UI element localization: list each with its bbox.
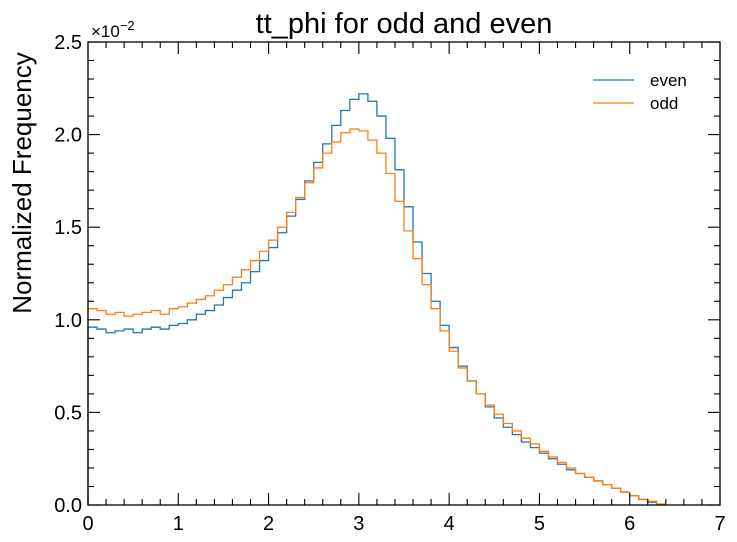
legend-label-even: even <box>650 71 687 90</box>
y-tick-label: 2.0 <box>54 125 82 147</box>
x-tick-label: 3 <box>353 513 364 535</box>
y-axis-label: Normalized Frequency <box>7 52 37 314</box>
y-tick-label: 2.5 <box>54 32 82 54</box>
x-tick-label: 1 <box>173 513 184 535</box>
plot-frame <box>87 41 721 506</box>
y-axis-tick-labels: 0.0 0.5 1.0 1.5 2.0 2.5 <box>54 32 82 517</box>
y-tick-label: 1.0 <box>54 310 82 332</box>
y-tick-label: 0.0 <box>54 495 82 517</box>
legend-label-odd: odd <box>650 94 678 113</box>
x-tick-label: 5 <box>534 513 545 535</box>
series-line-even <box>87 93 666 506</box>
plot-area <box>87 93 666 506</box>
x-tick-label: 0 <box>82 513 93 535</box>
y-offset-base: ×10 <box>91 22 120 41</box>
legend: even odd <box>593 71 687 113</box>
series-line-odd <box>87 128 666 505</box>
y-offset-text: ×10−2 <box>91 18 135 41</box>
x-tick-label: 2 <box>263 513 274 535</box>
y-tick-label: 0.5 <box>54 402 82 424</box>
x-tick-label: 4 <box>444 513 455 535</box>
x-axis-ticks <box>87 42 721 505</box>
y-offset-exponent: −2 <box>120 18 135 33</box>
chart-title: tt_phi for odd and even <box>256 8 553 40</box>
y-axis-ticks <box>88 41 720 506</box>
x-axis-tick-labels: 0 1 2 3 4 5 6 7 <box>82 513 725 535</box>
x-tick-label: 6 <box>624 513 635 535</box>
y-tick-label: 1.5 <box>54 217 82 239</box>
x-tick-label: 7 <box>714 513 725 535</box>
svg-text:×10−2: ×10−2 <box>91 18 135 41</box>
